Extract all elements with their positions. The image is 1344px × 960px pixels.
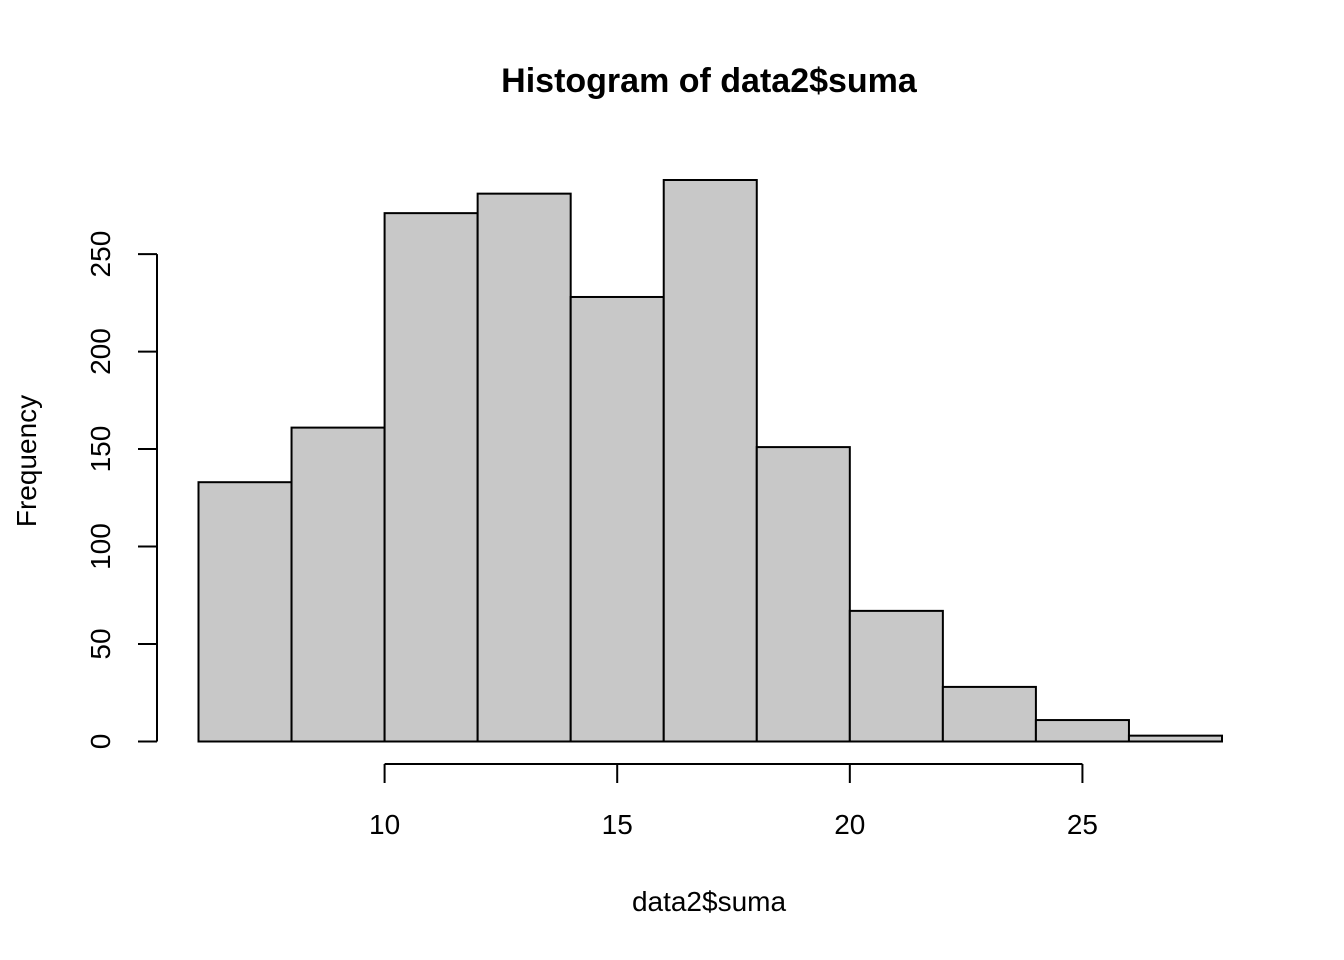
y-tick-label: 100	[85, 523, 116, 570]
x-tick-label: 20	[834, 809, 865, 840]
histogram-bars	[197, 179, 1224, 743]
y-tick-label: 50	[85, 628, 116, 659]
histogram-bar-8	[941, 685, 1037, 743]
histogram-bar-2	[383, 212, 479, 743]
x-axis: 10 15 20 25	[369, 763, 1098, 840]
histogram-bar-0	[197, 481, 293, 743]
y-tick-label: 200	[85, 328, 116, 375]
x-tick-label: 25	[1067, 809, 1098, 840]
y-tick-label: 0	[85, 734, 116, 750]
chart-title: Histogram of data2$suma	[501, 62, 918, 100]
histogram-bar-6	[755, 446, 851, 743]
histogram-bar-10	[1127, 734, 1224, 743]
x-axis-label: data2$suma	[632, 886, 787, 917]
y-tick-label: 250	[85, 231, 116, 278]
y-axis: 0 50 100 150 200 250	[85, 231, 158, 750]
histogram-bar-7	[848, 609, 944, 743]
histogram-bar-9	[1034, 719, 1130, 743]
x-tick-label: 15	[602, 809, 633, 840]
histogram-bar-5	[662, 179, 758, 743]
y-axis-label: Frequency	[11, 395, 42, 527]
histogram-bar-4	[569, 295, 665, 743]
histogram-bar-1	[290, 426, 386, 743]
histogram-bar-3	[476, 192, 572, 743]
x-tick-label: 10	[369, 809, 400, 840]
y-tick-label: 150	[85, 426, 116, 473]
